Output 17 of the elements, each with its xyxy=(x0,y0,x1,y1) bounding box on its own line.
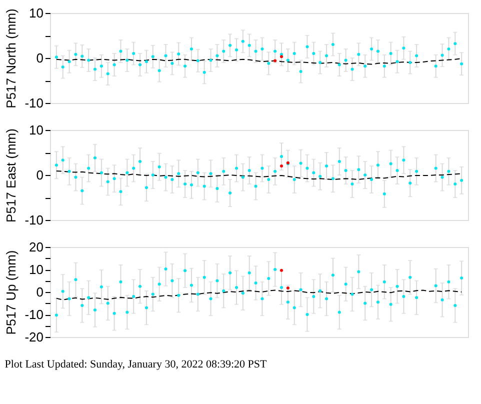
y-tick-label: 10 xyxy=(29,6,44,20)
y-tick-label: -10 xyxy=(24,307,44,322)
y-tick-label: 10 xyxy=(29,122,44,138)
y-tick-label: 0 xyxy=(36,284,44,300)
line-series xyxy=(56,170,462,180)
y-tick-label: 0 xyxy=(36,50,44,66)
y-tick-label: -20 xyxy=(24,330,44,344)
y-axis-title: P517 Up (mm) xyxy=(4,250,19,335)
y-axis-title: P517 North (mm) xyxy=(4,8,19,108)
text: Plot Last Updated: Sunday, January 30, 2022 08:39:20 PST xyxy=(4,358,268,370)
line-series xyxy=(56,290,462,300)
y-tick-label: -10 xyxy=(24,212,44,228)
y-axis-title: P517 East (mm) xyxy=(4,128,19,222)
y-tick-label: 0 xyxy=(36,168,44,182)
y-tick-label: 20 xyxy=(29,240,44,254)
y-tick-label: -10 xyxy=(24,96,44,110)
y-tick-label: 10 xyxy=(29,262,44,277)
